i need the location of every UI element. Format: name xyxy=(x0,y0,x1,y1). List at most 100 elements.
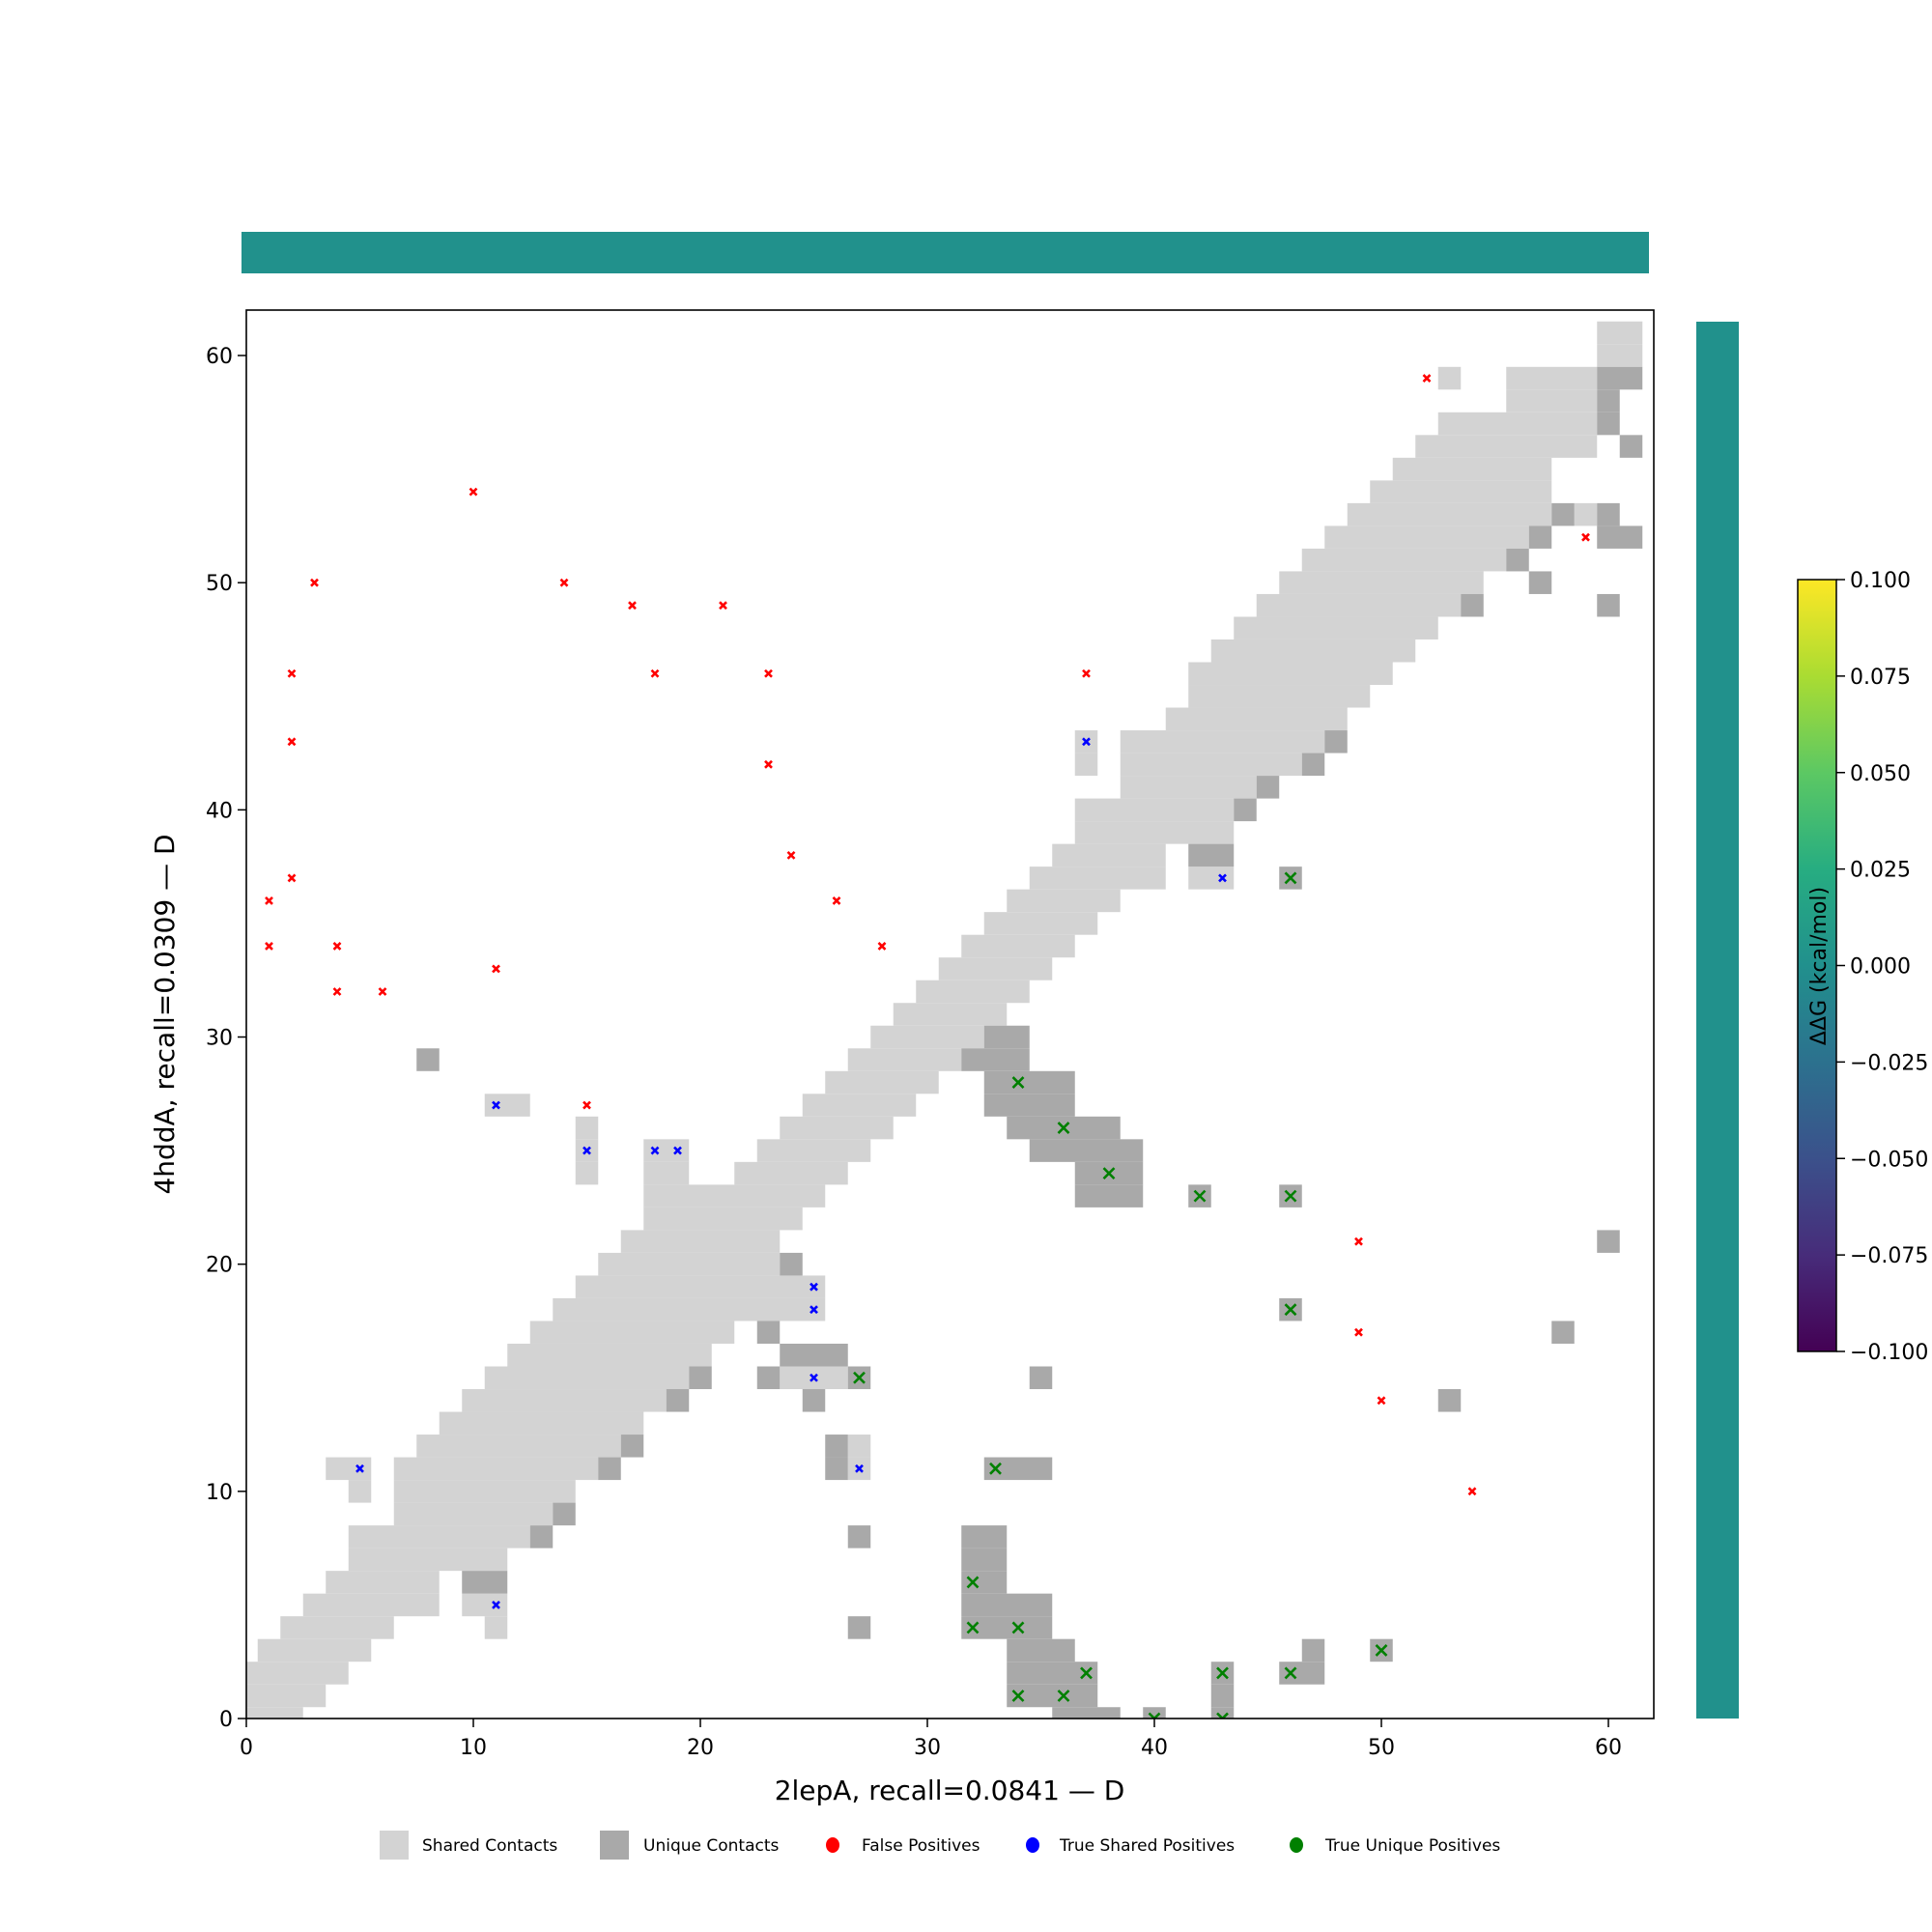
shared-contact-cell xyxy=(1188,685,1371,708)
unique-contact-cell xyxy=(983,1457,1053,1481)
true-shared-positive-marker xyxy=(810,1305,818,1315)
unique-contact-cell xyxy=(1007,1638,1075,1662)
true-unique-positive-marker xyxy=(1284,871,1297,885)
shared-contact-cell xyxy=(348,1525,530,1548)
y-axis-label: 4hddA, recall=0.0309 — D xyxy=(149,834,181,1194)
plot-frame xyxy=(245,309,1655,1719)
unique-contact-cell xyxy=(1052,1707,1121,1719)
colorbar-tick-label: −0.050 xyxy=(1850,1148,1928,1172)
unique-contact-cell xyxy=(1597,526,1643,549)
unique-contact-cell xyxy=(1597,412,1620,436)
true-unique-positive-marker xyxy=(1284,1303,1297,1317)
shared-contact-cell xyxy=(1597,321,1643,345)
unique-contact-cell xyxy=(961,1593,1053,1617)
true-shared-positive-marker xyxy=(1218,873,1227,883)
x-tick-label: 60 xyxy=(1595,1736,1622,1760)
unique-contact-cell xyxy=(961,1525,1008,1548)
unique-contact-cell xyxy=(756,1321,781,1344)
shared-contact-cell xyxy=(643,1184,826,1208)
unique-contact-cell xyxy=(1143,1707,1166,1719)
true-unique-positive-marker xyxy=(853,1371,866,1384)
unique-contact-cell xyxy=(666,1389,690,1412)
shared-contact-cell xyxy=(246,1662,349,1685)
unique-contact-cell xyxy=(780,1343,848,1367)
shared-contact-cell xyxy=(870,1025,984,1049)
y-tick-label: 20 xyxy=(206,1254,233,1278)
unique-contact-cell xyxy=(1597,502,1620,526)
true-shared-positive-marker xyxy=(810,1373,818,1382)
true-unique-positive-marker xyxy=(1011,1690,1025,1702)
shared-contact-cell xyxy=(916,980,1030,1004)
shared-contact-cell xyxy=(348,1480,372,1503)
x-tick-label: 0 xyxy=(240,1736,253,1760)
true-shared-positive-marker xyxy=(810,1282,818,1292)
unique-contact-cell xyxy=(598,1457,621,1481)
unique-contact-cell xyxy=(1029,1366,1053,1390)
shared-contact-cell xyxy=(1301,548,1507,572)
unique-contact-cell xyxy=(689,1366,712,1390)
unique-contact-cell xyxy=(961,1571,1008,1594)
shared-contact-cell xyxy=(257,1638,372,1662)
shared-contact-cell xyxy=(326,1571,440,1594)
unique-contact-cell xyxy=(1210,1684,1235,1708)
false-positive-marker xyxy=(332,942,342,951)
y-tick-label: 60 xyxy=(206,345,233,369)
shared-contact-cell xyxy=(983,912,1098,935)
unique-contact-cell xyxy=(1301,1638,1325,1662)
unique-contact-cell xyxy=(462,1571,508,1594)
unique-contact-cell xyxy=(1188,843,1235,867)
shared-contact-cell xyxy=(620,1230,781,1253)
shared-contact-cell xyxy=(1120,730,1325,753)
true-unique-positive-marker xyxy=(1216,1666,1229,1680)
true-unique-positive-marker xyxy=(1148,1712,1161,1719)
shared-contact-cell xyxy=(1370,480,1552,503)
shared-contact-cell xyxy=(1234,616,1438,639)
shared-contact-cell xyxy=(302,1593,440,1617)
true-shared-positive-marker xyxy=(650,1146,660,1155)
shared-contact-cell xyxy=(1279,571,1484,594)
unique-contact-cell xyxy=(1506,548,1529,572)
legend-label: Shared Contacts xyxy=(422,1836,557,1856)
shared-contact-cell xyxy=(643,1161,690,1185)
unique-contact-cell xyxy=(1074,1184,1144,1208)
shared-contact-cell xyxy=(1597,344,1643,367)
unique-contact-cell xyxy=(1619,435,1643,458)
shared-contact-cell xyxy=(1074,821,1235,844)
shared-contact-cell xyxy=(575,1116,599,1140)
true-shared-positive-marker xyxy=(582,1146,591,1155)
unique-contact-cell xyxy=(1007,1662,1098,1685)
colorbar-tick-label: −0.075 xyxy=(1850,1244,1928,1268)
shared-contact-cell xyxy=(416,1435,621,1458)
unique-contact-cell xyxy=(847,1616,871,1639)
shared-contact-cell xyxy=(1165,707,1348,731)
shared-contact-cell xyxy=(246,1707,303,1719)
false-positive-marker xyxy=(764,668,773,678)
unique-contact-cell xyxy=(1234,798,1257,822)
shared-contact-cell xyxy=(1506,366,1598,390)
shared-contact-cell xyxy=(1210,639,1416,663)
y-tick-label: 40 xyxy=(206,799,233,823)
shared-contact-cell xyxy=(1074,753,1098,777)
false-positive-marker xyxy=(287,873,297,883)
legend-label: Unique Contacts xyxy=(643,1836,780,1856)
ddg-top-bar xyxy=(242,232,1649,273)
x-tick-label: 10 xyxy=(460,1736,487,1760)
colorbar-tick-label: 0.050 xyxy=(1850,762,1911,786)
true-unique-positive-marker xyxy=(1102,1167,1116,1180)
shared-contact-cell xyxy=(1188,662,1393,686)
colorbar-tick-label: 0.025 xyxy=(1850,859,1911,883)
true-unique-positive-marker xyxy=(1011,1076,1025,1089)
shared-contact-cell xyxy=(484,1616,508,1639)
false-positive-marker xyxy=(719,601,727,611)
colorbar-tick-label: 0.000 xyxy=(1850,955,1911,980)
shared-contact-cell xyxy=(643,1139,690,1162)
unique-contact-cell xyxy=(1210,1707,1235,1719)
shared-contact-cell xyxy=(575,1275,826,1298)
shared-contact-cell xyxy=(1120,753,1302,777)
unique-contact-cell xyxy=(1007,1684,1098,1708)
unique-contact-cell xyxy=(1301,753,1325,777)
unique-contact-cell xyxy=(1461,593,1484,617)
legend-marker xyxy=(1026,1837,1039,1853)
shared-contact-cell xyxy=(847,1048,962,1071)
